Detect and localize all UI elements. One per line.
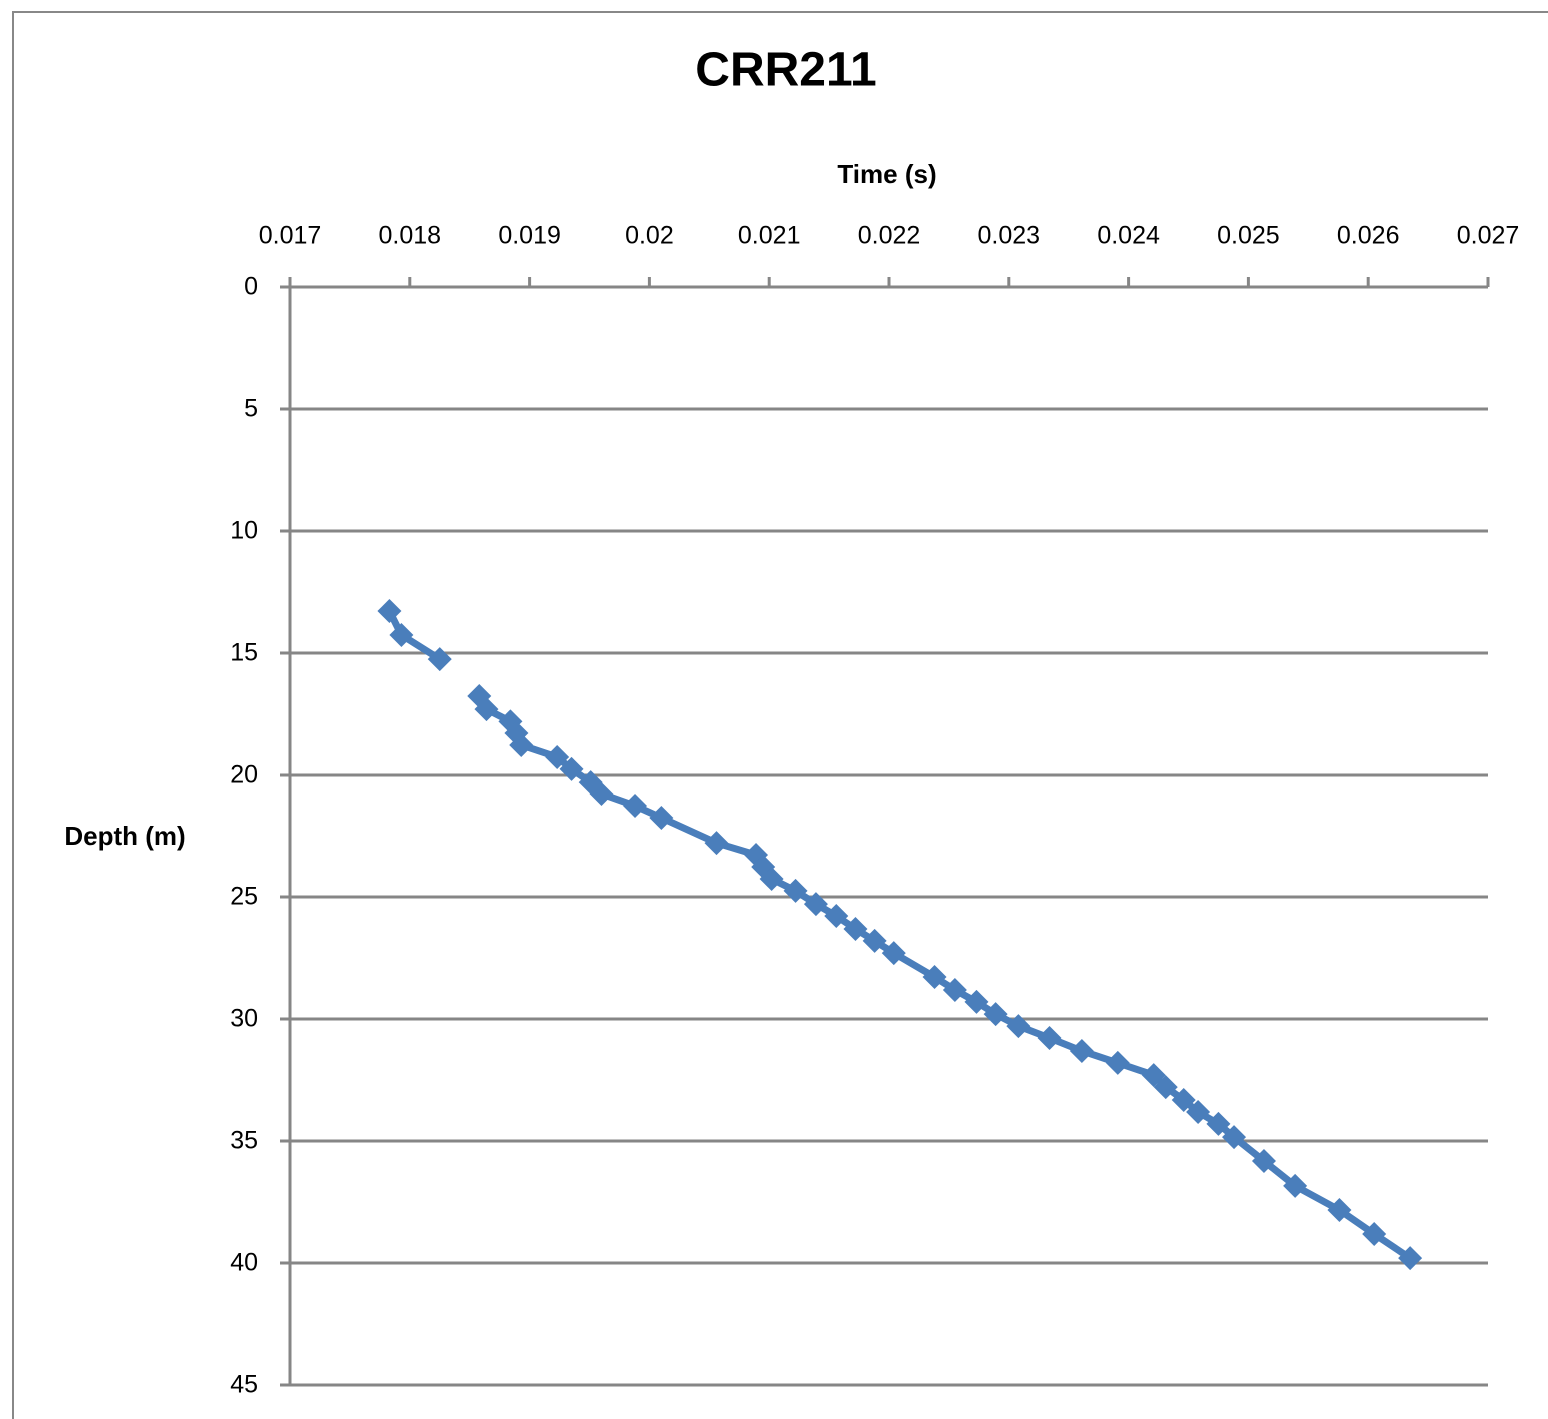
data-point bbox=[1171, 1088, 1196, 1113]
data-point bbox=[983, 1002, 1008, 1027]
y-tick-label: 10 bbox=[230, 517, 258, 545]
data-point bbox=[862, 928, 887, 953]
y-tick-label: 5 bbox=[244, 395, 258, 423]
x-tick-label: 0.027 bbox=[1457, 222, 1520, 250]
y-tick-label: 0 bbox=[244, 273, 258, 301]
x-axis-label: Time (s) bbox=[837, 159, 936, 189]
data-point bbox=[427, 647, 452, 672]
data-point bbox=[545, 744, 570, 769]
data-point bbox=[759, 866, 784, 891]
y-tick-label: 15 bbox=[230, 639, 258, 667]
data-point bbox=[589, 782, 614, 807]
data-point bbox=[824, 904, 849, 929]
x-tick-label: 0.026 bbox=[1337, 222, 1400, 250]
x-tick-label: 0.017 bbox=[259, 222, 322, 250]
chart-title: CRR211 bbox=[695, 44, 876, 97]
data-point bbox=[922, 965, 947, 990]
data-point bbox=[704, 831, 729, 856]
x-tick-label: 0.021 bbox=[738, 222, 801, 250]
data-point bbox=[1037, 1026, 1062, 1051]
data-point bbox=[803, 892, 828, 917]
y-axis-label: Depth (m) bbox=[64, 821, 185, 851]
data-point bbox=[1186, 1099, 1211, 1124]
data-point bbox=[649, 805, 674, 830]
data-point bbox=[843, 916, 868, 941]
data-point bbox=[559, 756, 584, 781]
y-tick-label: 40 bbox=[230, 1249, 258, 1277]
data-point bbox=[1153, 1075, 1178, 1100]
data-point bbox=[1006, 1014, 1031, 1039]
y-tick-label: 35 bbox=[230, 1127, 258, 1155]
data-point bbox=[1105, 1050, 1130, 1075]
data-point bbox=[942, 977, 967, 1002]
data-point bbox=[1362, 1221, 1387, 1246]
data-point bbox=[1069, 1038, 1094, 1063]
data-point bbox=[1222, 1125, 1247, 1150]
x-tick-label: 0.018 bbox=[379, 222, 442, 250]
data-point bbox=[881, 941, 906, 966]
data-point bbox=[1206, 1111, 1231, 1136]
x-tick-label: 0.023 bbox=[978, 222, 1041, 250]
data-point bbox=[1283, 1173, 1308, 1198]
data-point bbox=[389, 622, 414, 647]
y-tick-label: 30 bbox=[230, 1005, 258, 1033]
x-tick-label: 0.022 bbox=[858, 222, 921, 250]
data-point bbox=[1327, 1198, 1352, 1223]
data-point bbox=[623, 793, 648, 818]
x-tick-label: 0.024 bbox=[1097, 222, 1160, 250]
data-point bbox=[509, 732, 534, 757]
data-point bbox=[783, 878, 808, 903]
x-tick-label: 0.025 bbox=[1217, 222, 1280, 250]
y-tick-label: 20 bbox=[230, 761, 258, 789]
y-tick-label: 25 bbox=[230, 883, 258, 911]
data-point bbox=[964, 989, 989, 1014]
x-tick-label: 0.02 bbox=[625, 222, 674, 250]
data-point bbox=[1398, 1246, 1423, 1271]
x-tick-label: 0.019 bbox=[498, 222, 561, 250]
data-point bbox=[1251, 1149, 1276, 1174]
data-point bbox=[377, 599, 402, 624]
y-tick-label: 45 bbox=[230, 1371, 258, 1399]
chart-frame bbox=[12, 11, 1548, 1419]
data-point bbox=[474, 697, 499, 722]
